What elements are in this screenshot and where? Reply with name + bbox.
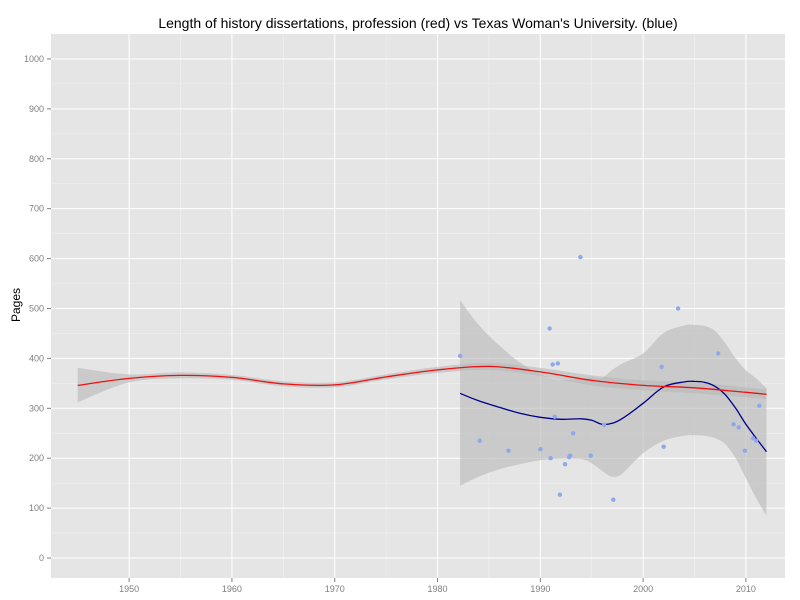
data-point (742, 448, 748, 453)
x-axis-ticks: 1950 1960 1970 1980 1990 2000 2010 (119, 578, 756, 594)
y-axis-label: Pages (9, 288, 23, 322)
data-point (552, 414, 557, 419)
data-point (457, 353, 463, 359)
data-point (661, 444, 666, 449)
data-point (757, 403, 762, 409)
confidence-ribbon (77, 362, 767, 403)
confidence-ribbon (460, 300, 767, 516)
data-points (457, 254, 762, 502)
y-axis-ticks: 0 100 200 300 400 500 600 700 800 900 1000 (24, 54, 51, 563)
major-gridlines (51, 34, 785, 578)
data-point (659, 364, 664, 370)
data-point (506, 448, 511, 453)
plot-panel (51, 34, 785, 578)
y-tick-label: 900 (29, 104, 44, 114)
smooth-line (459, 380, 768, 453)
y-tick-label: 400 (29, 353, 44, 363)
y-tick-label: 800 (29, 154, 44, 164)
x-tick-label: 1970 (325, 584, 345, 594)
x-tick-label: 2010 (736, 584, 756, 594)
y-tick-label: 700 (29, 204, 44, 214)
data-point (562, 462, 568, 467)
smooth-lines (77, 365, 768, 453)
smooth-line (77, 365, 767, 395)
data-point (736, 425, 741, 430)
y-tick-label: 1000 (24, 54, 44, 64)
x-tick-label: 1980 (428, 584, 448, 594)
y-tick-label: 100 (29, 503, 44, 513)
data-point (611, 497, 616, 502)
data-point (715, 351, 721, 356)
data-point (547, 326, 552, 331)
data-point (588, 453, 593, 458)
data-point (557, 492, 563, 497)
y-tick-label: 200 (29, 453, 44, 463)
data-point (754, 438, 759, 443)
data-point (578, 254, 583, 260)
x-tick-label: 1950 (119, 584, 139, 594)
x-tick-label: 1990 (530, 584, 550, 594)
y-tick-label: 500 (29, 303, 44, 313)
data-point (555, 361, 561, 366)
data-point (550, 362, 555, 367)
data-point (675, 306, 681, 311)
chart-title: Length of history dissertations, profess… (158, 15, 677, 31)
x-tick-label: 2000 (633, 584, 653, 594)
confidence-ribbons (77, 300, 767, 516)
y-tick-label: 300 (29, 403, 44, 413)
y-tick-label: 600 (29, 254, 44, 264)
data-point (750, 436, 756, 441)
data-point (567, 453, 573, 458)
y-tick-label: 0 (39, 553, 44, 563)
data-point (571, 431, 576, 436)
data-point (477, 438, 482, 443)
data-point (548, 456, 553, 461)
data-point (538, 447, 543, 452)
x-tick-label: 1960 (222, 584, 242, 594)
data-point (731, 422, 736, 427)
data-point (601, 422, 607, 427)
